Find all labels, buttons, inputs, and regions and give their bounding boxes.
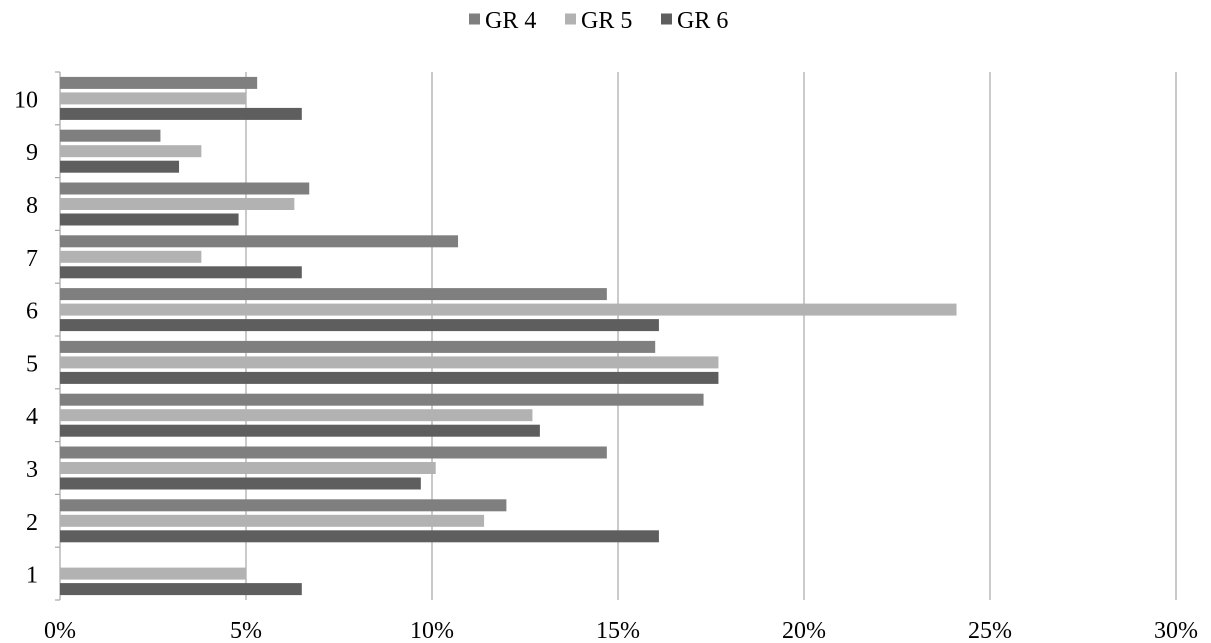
bar-gr-4-cat-6 xyxy=(60,288,607,301)
bar-gr-5-cat-9 xyxy=(60,145,202,158)
x-tick-label: 25% xyxy=(968,618,1012,643)
bar-gr-5-cat-8 xyxy=(60,198,295,210)
x-tick-label: 0% xyxy=(44,618,76,643)
bar-gr-5-cat-6 xyxy=(60,303,957,316)
bar-gr-4-cat-10 xyxy=(60,76,258,89)
bar-gr-5-cat-3 xyxy=(60,462,436,474)
x-tick-label: 15% xyxy=(596,618,640,643)
legend-label: GR 4 xyxy=(485,8,536,34)
y-tick-label: 7 xyxy=(26,246,38,272)
bar-gr-6-cat-8 xyxy=(60,213,239,226)
bar-gr-5-cat-4 xyxy=(60,409,533,422)
bar-gr-6-cat-2 xyxy=(60,530,659,543)
bar-gr-6-cat-7 xyxy=(60,266,302,279)
bar-gr-6-cat-4 xyxy=(60,424,540,437)
legend-swatch xyxy=(565,13,576,25)
bar-gr-4-cat-5 xyxy=(60,340,656,353)
bar-gr-5-cat-2 xyxy=(60,514,485,527)
x-tick-label: 30% xyxy=(1154,618,1198,643)
bar-gr-6-cat-3 xyxy=(60,477,421,490)
bar-gr-4-cat-4 xyxy=(60,393,704,406)
y-tick-label: 9 xyxy=(26,140,38,166)
legend-swatch xyxy=(469,13,480,25)
bar-gr-4-cat-3 xyxy=(60,446,607,459)
y-tick-label: 5 xyxy=(26,351,38,377)
y-tick-label: 10 xyxy=(14,87,38,113)
bar-gr-5-cat-10 xyxy=(60,92,246,105)
bar-gr-6-cat-6 xyxy=(60,319,659,332)
bar-gr-5-cat-5 xyxy=(60,356,719,369)
y-tick-label: 6 xyxy=(26,299,38,325)
bar-gr-6-cat-10 xyxy=(60,107,302,120)
y-tick-label: 8 xyxy=(26,193,38,219)
y-tick-label: 1 xyxy=(26,563,38,589)
bar-gr-6-cat-9 xyxy=(60,160,180,173)
legend-swatch xyxy=(661,13,672,25)
y-tick-label: 2 xyxy=(26,510,38,536)
bar-gr-4-cat-2 xyxy=(60,499,507,512)
bar-gr-4-cat-9 xyxy=(60,129,161,142)
bar-gr-6-cat-5 xyxy=(60,371,719,384)
y-tick-label: 3 xyxy=(26,457,38,483)
x-tick-label: 10% xyxy=(410,618,454,643)
legend-label: GR 5 xyxy=(581,8,632,34)
bar-gr-5-cat-7 xyxy=(60,250,202,263)
bar-gr-4-cat-7 xyxy=(60,235,459,248)
x-tick-label: 5% xyxy=(230,618,262,643)
y-tick-label: 4 xyxy=(26,404,38,430)
bar-gr-5-cat-1 xyxy=(60,567,246,580)
legend-label: GR 6 xyxy=(677,8,728,34)
x-tick-label: 20% xyxy=(782,618,826,643)
bar-gr-4-cat-8 xyxy=(60,182,310,195)
bar-gr-6-cat-1 xyxy=(60,583,302,596)
